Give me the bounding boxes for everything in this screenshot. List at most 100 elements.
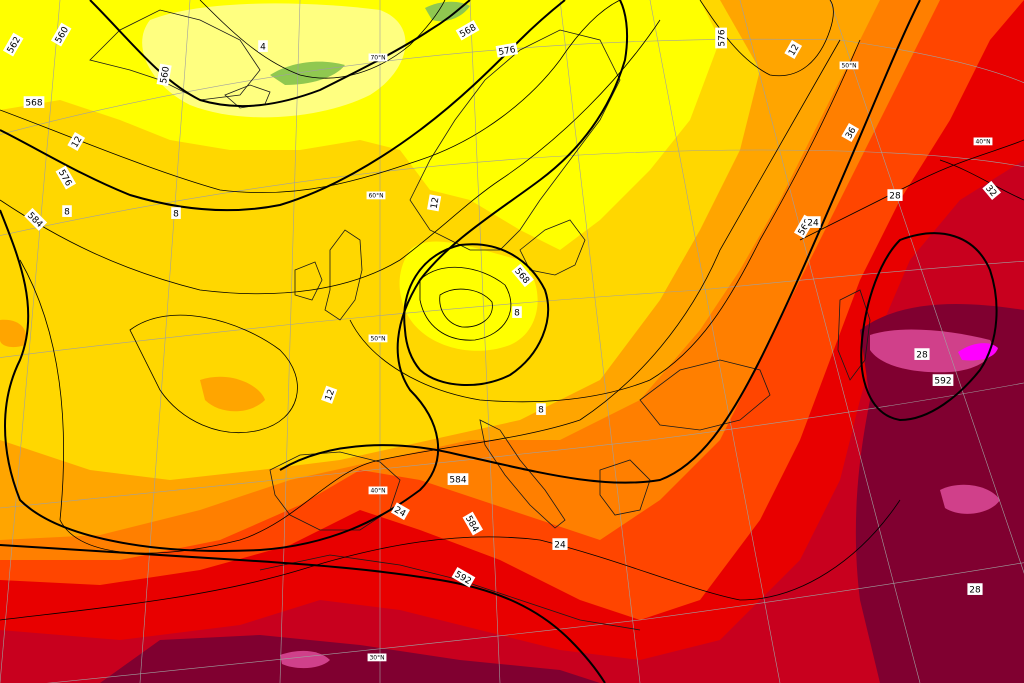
thin-contour-5 [419,266,512,341]
latitude-label: 70°N [368,53,388,62]
latitude-label-text: 40°N [370,488,385,495]
shade-green-2 [425,1,470,22]
meridian-1 [0,0,61,683]
shade-pink-2 [940,484,1000,514]
latitude-label-text: 70°N [370,55,385,62]
parallel-50n [0,260,1024,358]
thin-contour-10 [699,0,834,77]
thickness-label: 8 [536,403,546,416]
shade-orange-blob-2 [0,319,27,348]
thickness-label: 8 [171,207,181,220]
thickness-label-text: 8 [538,406,544,416]
isohypse-label-text: 576 [718,29,728,46]
latitude-label: 40°N [973,137,993,146]
thickness-label: 8 [62,205,72,218]
contour-592-south [0,544,606,683]
meridian-7 [649,0,781,683]
isohypse-label-text: 592 [934,377,951,387]
geopotential-lines [0,0,998,683]
thickness-label: 24 [805,216,821,229]
shade-dark-red-south [100,635,600,683]
thin-contour-12 [799,139,1024,241]
thickness-label: 4 [258,40,268,53]
isohypse-label: 584 [447,473,469,486]
thickness-label: 28 [887,189,903,202]
thin-contour-3 [19,39,841,554]
latitude-label: 50°N [839,61,859,70]
contour-592-east [860,232,998,422]
thin-contour-6 [439,288,493,328]
coast-britain [324,229,363,321]
thin-contour-4 [129,314,298,433]
thickness-label: 24 [552,538,568,551]
meridian-8 [739,0,921,683]
meridian-6 [559,0,641,683]
thickness-label: 12 [67,132,86,152]
thickness-label: 12 [427,194,442,212]
thickness-label-text: 12 [324,388,337,402]
isohypse-label-text: 576 [498,45,517,58]
thickness-label-text: 12 [70,135,84,150]
latitude-label-text: 60°N [368,193,383,200]
isohypse-label-text: 584 [449,476,466,486]
thickness-label: 28 [914,348,930,361]
isohypse-label-text: 560 [159,65,172,84]
meridian-9 [829,0,1024,574]
isohypse-label: 568 [23,96,45,109]
thin-contour-2 [0,19,661,295]
thickness-lines [0,0,1024,621]
contour-560 [89,0,471,108]
latitude-label-text: 50°N [370,336,385,343]
parallel-60n [0,149,1024,236]
coast-italy [479,419,566,529]
thin-contour-1 [0,0,621,194]
shade-yellow-low [399,241,538,351]
latitude-label: 30°N [367,653,387,662]
meridian-5 [469,0,501,683]
coast-baltic [519,219,586,276]
isohypse-label: 576 [495,42,519,58]
latitude-label-text: 30°N [369,655,384,662]
parallel-40n [0,382,1024,509]
coast-scandinavia [409,29,621,251]
thickness-label-text: 8 [173,210,179,220]
shade-green-1 [270,61,345,85]
thickness-label-text: 28 [916,351,928,361]
meridian-2 [139,0,191,683]
contour-576 [0,0,629,552]
isohypse-label: 592 [932,374,954,387]
latitude-label: 50°N [368,334,388,343]
thickness-label: 8 [512,306,522,319]
thin-contour-8 [0,499,901,621]
coast-greece [599,459,651,516]
latitude-label: 40°N [368,486,388,495]
thickness-label-text: 28 [969,586,981,596]
thickness-label-text: 12 [787,43,801,58]
isohypse-label-text: 568 [25,99,42,109]
coast-black-sea [639,359,771,431]
thickness-label: 12 [784,40,803,60]
latitude-label-text: 40°N [975,139,990,146]
coastlines [89,9,871,631]
latitude-label-text: 50°N [841,63,856,70]
contour-584 [279,0,921,484]
latitude-label: 60°N [366,191,386,200]
shade-orange-blob-1 [200,376,265,412]
coast-greenland [89,9,261,101]
thickness-label-text: 12 [430,197,442,210]
thickness-label-text: 28 [889,192,901,202]
parallel-30n [46,562,1024,683]
shade-pink-1 [870,329,993,373]
thickness-label-text: 8 [514,309,520,319]
thickness-label: 28 [967,583,983,596]
thin-contour-7 [349,39,861,403]
shade-pale-yellow [142,3,406,118]
meridian-3 [279,0,301,683]
coast-caspian [837,289,871,381]
latitude-labels: 70°N 60°N 50°N 40°N 30°N 50°N 40°N [366,53,993,662]
